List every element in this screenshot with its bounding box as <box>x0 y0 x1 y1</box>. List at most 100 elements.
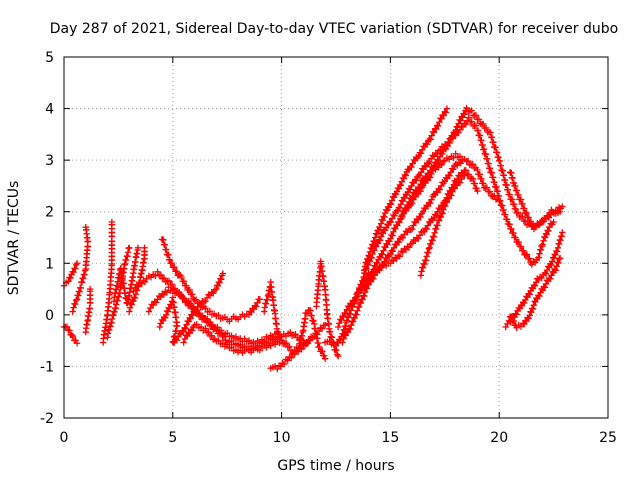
data-point <box>253 303 260 310</box>
data-point <box>208 332 215 339</box>
series-arc-18 <box>321 167 481 349</box>
data-point <box>303 310 311 317</box>
data-point <box>523 209 530 217</box>
data-point <box>539 241 546 248</box>
data-point <box>478 175 485 183</box>
data-point <box>161 314 169 322</box>
data-point <box>520 247 527 254</box>
data-point <box>513 187 521 194</box>
series-arc-26 <box>502 229 566 331</box>
data-point <box>469 160 476 168</box>
data-point <box>472 122 480 129</box>
data-point <box>336 320 343 327</box>
data-point <box>342 332 349 339</box>
data-point <box>529 305 537 313</box>
data-point <box>442 109 450 116</box>
data-point <box>488 134 496 141</box>
data-point <box>202 305 209 312</box>
data-point <box>527 218 534 225</box>
data-point <box>419 264 427 271</box>
data-point <box>479 180 487 187</box>
data-point <box>291 350 298 358</box>
data-point <box>541 234 549 241</box>
data-point <box>512 205 519 213</box>
data-point <box>338 316 345 324</box>
data-point <box>65 278 72 285</box>
data-point <box>126 244 133 252</box>
data-point <box>550 218 557 226</box>
data-point <box>526 312 533 319</box>
data-point <box>519 213 526 220</box>
data-point <box>407 186 414 193</box>
data-point <box>187 300 194 307</box>
data-point <box>173 337 181 344</box>
data-point <box>283 340 290 347</box>
data-point <box>429 237 436 244</box>
x-tick-label: 15 <box>381 430 399 446</box>
data-point <box>436 186 444 193</box>
data-point <box>202 325 209 332</box>
data-point <box>340 335 347 342</box>
data-point <box>435 217 443 224</box>
data-point <box>487 129 494 136</box>
series-arc-15 <box>267 321 329 373</box>
data-point <box>425 245 433 252</box>
series-arc-24 <box>417 172 468 279</box>
data-point <box>182 325 189 332</box>
data-point <box>513 311 520 318</box>
data-point <box>504 186 512 194</box>
data-point <box>68 331 75 339</box>
data-point <box>165 251 172 259</box>
x-tick-label: 0 <box>60 430 69 446</box>
data-point <box>361 270 369 277</box>
data-point <box>455 178 462 186</box>
data-point <box>219 270 227 277</box>
series-arc-22 <box>361 105 451 274</box>
data-point <box>476 132 484 139</box>
y-tick-label: 1 <box>45 256 54 272</box>
data-point <box>344 329 352 336</box>
data-point <box>204 315 211 323</box>
data-point <box>180 278 188 285</box>
data-point <box>531 282 539 289</box>
data-point <box>491 179 498 186</box>
data-point <box>373 269 381 276</box>
data-point <box>546 223 553 231</box>
data-point <box>228 344 235 351</box>
data-point <box>506 221 513 228</box>
data-point <box>490 139 497 146</box>
data-point <box>515 191 522 199</box>
data-point <box>408 163 415 171</box>
data-point <box>371 238 378 245</box>
data-point <box>108 218 116 226</box>
data-point <box>462 120 470 128</box>
data-point <box>334 352 342 360</box>
data-point <box>218 276 225 283</box>
data-point <box>541 284 549 291</box>
data-point <box>427 240 435 248</box>
data-point <box>493 149 501 156</box>
data-point <box>395 238 403 246</box>
data-point <box>72 300 79 308</box>
data-point <box>281 360 288 368</box>
data-point <box>405 244 413 251</box>
data-point <box>510 201 518 208</box>
data-point <box>553 263 560 270</box>
data-point <box>555 259 562 267</box>
data-point <box>224 329 231 337</box>
data-point <box>274 328 282 335</box>
data-point <box>426 244 433 252</box>
data-point <box>145 308 153 315</box>
data-point <box>493 183 500 191</box>
data-point <box>219 339 227 347</box>
data-point <box>66 327 73 334</box>
data-point <box>156 323 163 331</box>
data-point <box>376 237 384 244</box>
data-point <box>526 255 533 262</box>
data-point <box>377 220 385 227</box>
y-axis-label: SDTVAR / TECUs <box>6 181 22 296</box>
data-point <box>316 343 323 351</box>
data-point <box>173 268 180 275</box>
data-point <box>374 259 381 267</box>
series-arc-16 <box>295 306 329 362</box>
